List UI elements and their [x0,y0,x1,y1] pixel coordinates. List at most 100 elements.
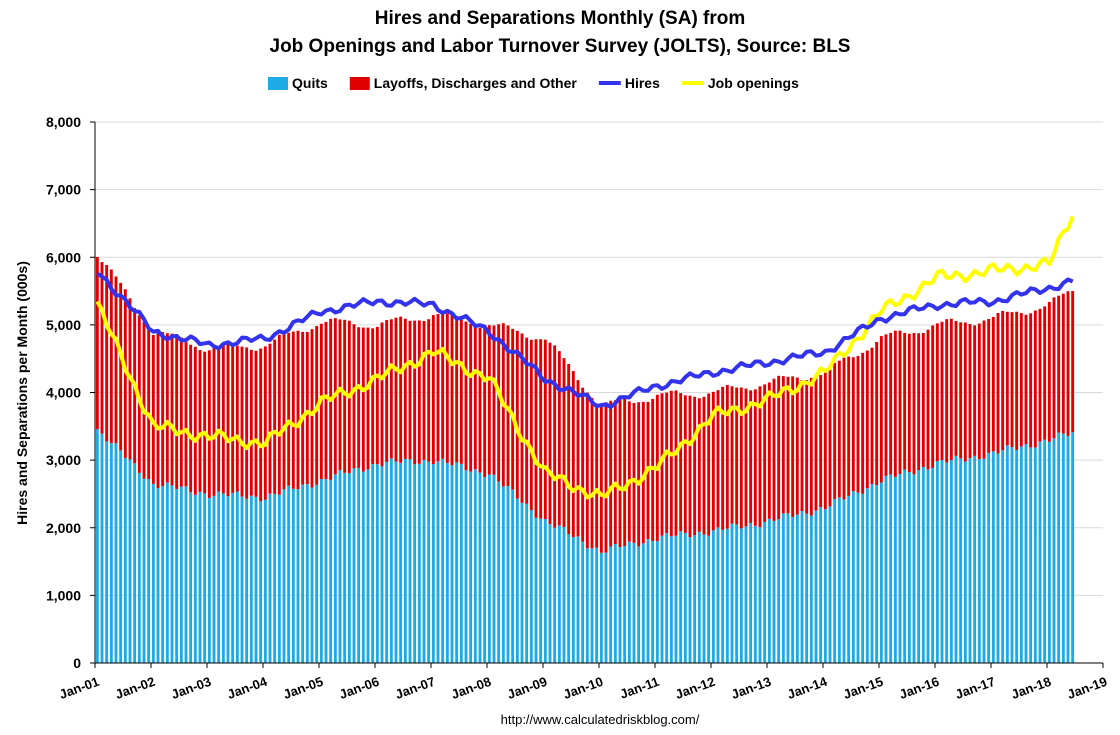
layoffs-bar [683,395,687,533]
quits-bar [403,458,407,663]
layoffs-bar [1005,311,1009,446]
quits-bar [711,530,715,663]
y-tick-label: 5,000 [46,317,81,333]
layoffs-bar [945,319,949,463]
quits-bar [109,442,113,663]
layoffs-bar [203,351,207,494]
layoffs-bar [450,313,454,466]
quits-bar [987,452,991,663]
quits-bar [357,467,361,663]
quits-bar [487,474,491,663]
quits-bar [324,479,328,663]
layoffs-bar [273,339,277,494]
quits-bar [693,535,697,663]
layoffs-bar [445,313,449,463]
quits-bar [599,552,603,663]
quits-bar [758,527,762,663]
quits-bar [417,463,421,663]
layoffs-bar [487,325,491,475]
layoffs-bar [525,337,529,504]
x-tick-label: Jan-17 [953,674,997,702]
quits-bar [329,479,333,663]
quits-bar [749,522,753,663]
layoffs-bar [1015,311,1019,450]
layoffs-bar [721,386,725,530]
layoffs-bar [553,345,557,528]
layoffs-bar [632,402,636,543]
layoffs-bar [221,344,225,494]
layoffs-bar [277,334,281,495]
layoffs-bar [982,320,986,459]
layoffs-bar [119,282,123,451]
legend-item: Hires [598,75,660,91]
layoffs-bar [1019,313,1023,447]
quits-bar [991,451,995,663]
layoffs-bar [861,352,865,494]
layoffs-bar [968,324,972,459]
quits-bar [819,507,823,663]
quits-bar [203,493,207,663]
quits-bar [119,450,123,663]
layoffs-bar [725,384,729,529]
x-ticks: Jan-01 Jan-02 Jan-03 Jan-04 Jan-05 Jan-06 Jan-… [57,663,1109,702]
quits-bar [982,458,986,663]
quits-bar [702,534,706,663]
quits-bar [133,463,137,663]
layoffs-bar [497,324,501,482]
quits-bar [973,455,977,663]
quits-bar [217,491,221,663]
quits-bar [777,519,781,663]
quits-bar [609,546,613,663]
layoffs-bar [459,319,463,464]
quits-bar [240,496,244,663]
layoffs-bar [361,327,365,472]
legend-item: Layoffs, Discharges and Other [349,75,577,91]
quits-bar [492,474,496,663]
layoffs-bar [366,327,370,470]
legend-swatch [268,77,288,90]
quits-bar [161,486,165,663]
layoffs-bar [95,256,99,430]
layoffs-bar [973,325,977,456]
quits-bar [646,539,650,663]
y-ticks: 0 1,000 2,000 3,000 4,000 5,000 6,000 7,000 8,00… [46,114,95,671]
x-tick-label: Jan-07 [393,674,437,702]
layoffs-bar [240,346,244,497]
y-tick-label: 0 [73,655,81,671]
layoffs-bar [567,364,571,535]
quits-bar [1010,447,1014,663]
layoffs-bar [875,341,879,486]
quits-bar [1047,441,1051,663]
quits-bar [221,493,225,663]
quits-bar [319,478,323,663]
quits-bar [828,506,832,663]
quits-bar [721,529,725,663]
layoffs-bar [711,391,715,531]
quits-bar [665,533,669,663]
quits-bar [968,458,972,663]
quits-bar [613,544,617,663]
layoffs-bar [464,321,468,471]
quits-bar [977,459,981,663]
quits-bar [865,488,869,663]
layoffs-bar [795,377,799,515]
legend-label: Hires [625,75,660,91]
quits-bar [151,483,155,663]
quits-bar [506,485,510,663]
quits-bar [809,515,813,663]
quits-bar [296,489,300,663]
quits-bar [515,498,519,663]
legend-item: Job openings [681,75,799,91]
quits-bar [459,463,463,663]
y-tick-label: 3,000 [46,452,81,468]
layoffs-bar [772,378,776,521]
layoffs-bar [609,400,613,547]
layoffs-bar [268,343,272,494]
x-tick-label: Jan-12 [673,674,717,702]
layoffs-bar [291,331,295,489]
layoffs-bar [142,321,146,479]
layoffs-bar [184,342,188,487]
x-tick-label: Jan-09 [505,674,549,702]
layoffs-bar [847,356,851,496]
layoffs-bar [226,342,230,497]
